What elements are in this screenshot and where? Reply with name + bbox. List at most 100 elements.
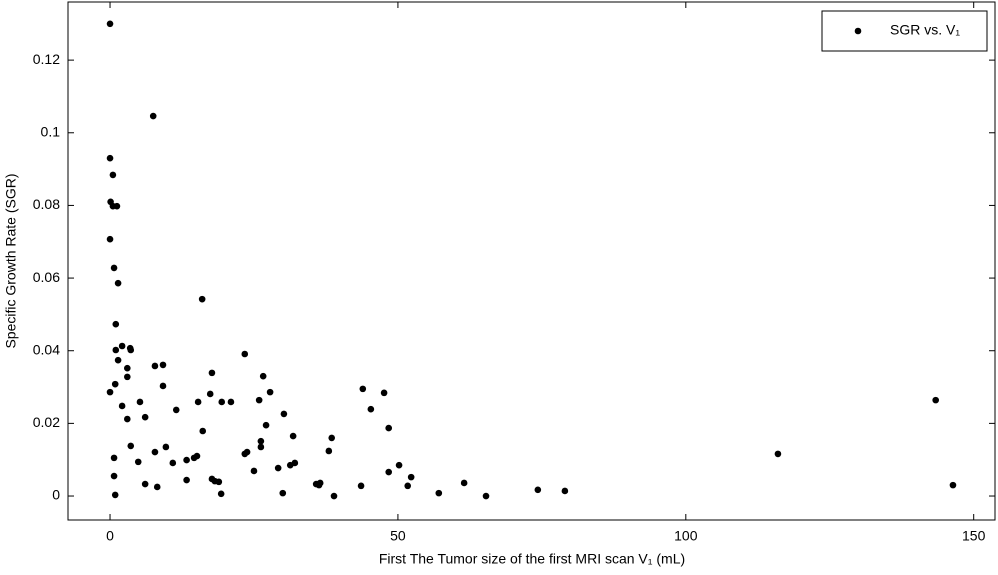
point [194, 398, 202, 406]
point [109, 171, 117, 179]
point [149, 112, 157, 120]
point [262, 421, 270, 429]
point [328, 434, 336, 442]
point [206, 390, 214, 398]
y-tick-label: 0.04 [33, 341, 60, 357]
point [199, 427, 207, 435]
point [534, 486, 542, 494]
point [124, 373, 131, 381]
point [112, 320, 120, 328]
point [227, 398, 235, 406]
point [183, 476, 190, 484]
point [217, 490, 225, 498]
point [118, 342, 126, 350]
point [250, 467, 258, 475]
point [241, 350, 249, 358]
y-tick-label: 0.06 [33, 269, 60, 285]
point [183, 456, 190, 464]
point [215, 478, 223, 486]
point [208, 369, 216, 377]
point [114, 279, 122, 287]
x-tick-label: 50 [390, 528, 406, 544]
legend-box [821, 10, 988, 52]
point [561, 487, 569, 495]
point [124, 415, 131, 423]
point [218, 398, 226, 406]
point [106, 388, 114, 396]
point [274, 464, 282, 472]
point [127, 442, 135, 450]
x-tick-label: 150 [962, 528, 986, 544]
legend-marker [854, 27, 862, 35]
point [106, 20, 114, 28]
point [325, 447, 333, 455]
point [241, 450, 249, 458]
point [141, 480, 149, 488]
point [395, 461, 403, 469]
point [435, 489, 443, 497]
point [259, 372, 267, 380]
point [315, 481, 323, 489]
point [404, 482, 412, 490]
point [198, 295, 206, 303]
point [172, 406, 180, 414]
plot-area [67, 1, 996, 521]
y-axis-label: Specific Growth Rate (SGR) [3, 173, 19, 348]
point [141, 413, 149, 421]
point [106, 235, 114, 243]
point [169, 459, 177, 467]
point [359, 385, 367, 393]
point [136, 398, 144, 406]
x-axis-label: First The Tumor size of the first MRI sc… [379, 551, 685, 567]
x-tick-label: 100 [674, 528, 698, 544]
y-tick-label: 0.02 [33, 414, 60, 430]
point [289, 432, 297, 440]
point [407, 473, 415, 481]
point [151, 362, 159, 370]
point [134, 458, 142, 466]
y-tick-label: 0.08 [33, 196, 60, 212]
point [106, 154, 114, 162]
point [279, 489, 287, 497]
point [118, 402, 126, 410]
point [330, 492, 338, 500]
legend-label: SGR vs. V₁ [890, 22, 960, 38]
point [255, 396, 263, 404]
point [162, 443, 170, 451]
point [110, 454, 118, 462]
point [111, 491, 119, 499]
point [932, 396, 939, 404]
point [357, 482, 365, 490]
point [190, 454, 198, 462]
y-tick-label: 0.1 [41, 123, 61, 139]
point [482, 492, 490, 500]
point [110, 264, 118, 272]
point [266, 388, 274, 396]
point [127, 346, 135, 354]
point [286, 461, 294, 469]
point [385, 424, 393, 432]
point [367, 405, 375, 413]
point [385, 468, 393, 476]
point [159, 361, 167, 369]
point [949, 481, 957, 489]
point [257, 443, 265, 451]
point [774, 450, 782, 458]
point [460, 479, 468, 487]
point [113, 202, 121, 210]
point [111, 380, 119, 388]
point [114, 356, 122, 364]
y-tick-label: 0 [52, 487, 60, 503]
point [153, 483, 161, 491]
y-tick-label: 0.12 [33, 51, 60, 67]
point [280, 410, 288, 418]
point [257, 437, 265, 445]
point [110, 472, 118, 480]
point [380, 389, 388, 397]
point [151, 448, 159, 456]
x-tick-label: 0 [106, 528, 114, 544]
point [159, 382, 167, 390]
point [124, 364, 131, 372]
